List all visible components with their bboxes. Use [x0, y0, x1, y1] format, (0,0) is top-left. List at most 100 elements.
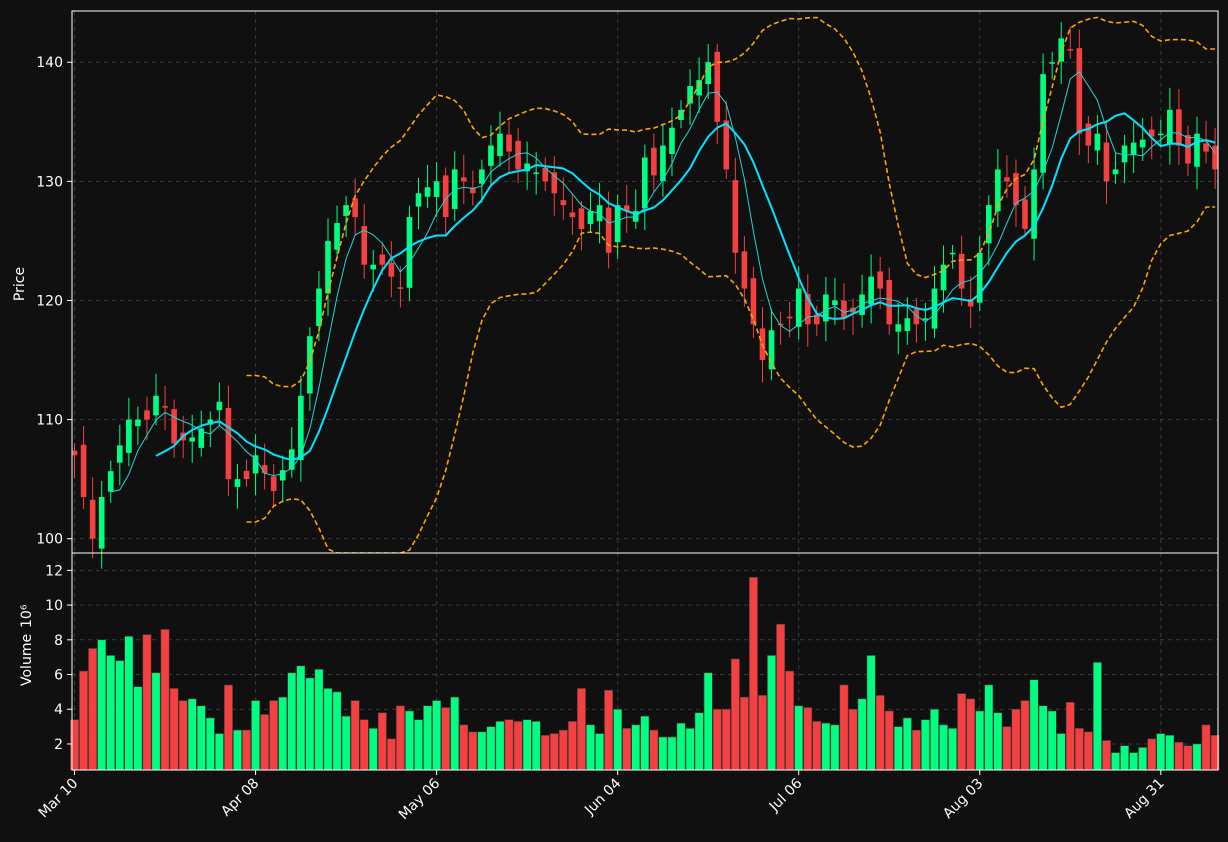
- price-axis-label: Price: [12, 267, 28, 301]
- candle-body: [89, 499, 96, 539]
- volume-bar: [169, 688, 179, 771]
- volume-bar: [278, 696, 288, 771]
- candle-body: [614, 205, 621, 243]
- volume-unit-label: 10⁶: [19, 604, 35, 628]
- volume-tick-label: 8: [54, 633, 63, 649]
- candle-body: [1094, 133, 1101, 151]
- volume-bar: [1020, 700, 1030, 771]
- volume-bar: [966, 698, 976, 771]
- volume-bar: [459, 724, 469, 771]
- volume-bar: [1056, 733, 1066, 771]
- volume-bar: [803, 707, 813, 771]
- candle-body: [207, 419, 214, 425]
- volume-bar: [567, 721, 577, 771]
- volume-bar: [350, 700, 360, 771]
- candle-body: [1212, 145, 1218, 170]
- candle-body: [225, 407, 232, 480]
- volume-bar: [866, 655, 876, 771]
- candle-body: [252, 455, 259, 474]
- volume-bar: [549, 733, 559, 771]
- volume-bar: [305, 677, 315, 771]
- volume-bar: [395, 705, 405, 771]
- upper-band-line: [246, 16, 1216, 388]
- candle-body: [270, 476, 277, 492]
- candle-body: [116, 445, 123, 463]
- candle-body: [750, 278, 757, 325]
- volume-bar: [151, 672, 161, 771]
- volume-bar: [106, 655, 116, 771]
- candle-body: [904, 318, 911, 332]
- candle-body: [144, 410, 150, 420]
- volume-bar: [1011, 708, 1021, 771]
- volume-bar: [721, 708, 731, 771]
- candle-body: [823, 294, 829, 322]
- candle-body: [1103, 142, 1110, 182]
- volume-bar: [939, 724, 949, 771]
- candle-body: [424, 187, 431, 197]
- candle-body: [316, 288, 322, 327]
- volume-bar: [386, 738, 396, 771]
- candle-body: [433, 181, 440, 197]
- candle-body: [678, 109, 684, 121]
- volume-bar: [984, 684, 994, 771]
- candle-body: [379, 254, 386, 265]
- candle-body: [1049, 62, 1055, 64]
- volume-bar: [115, 660, 125, 771]
- candle-body: [895, 324, 902, 332]
- candle-body: [1139, 139, 1146, 148]
- candle-body: [605, 207, 612, 253]
- volume-bar: [975, 710, 985, 771]
- volume-bar: [124, 636, 134, 771]
- volume-bar: [957, 693, 967, 771]
- candle-body: [705, 62, 711, 85]
- candle-body: [832, 300, 838, 306]
- volume-bar: [214, 733, 224, 771]
- volume-bar: [1002, 726, 1012, 771]
- volume-bar: [450, 696, 460, 771]
- candle-body: [189, 437, 196, 442]
- price-tick-label: 120: [36, 293, 63, 309]
- candle-body: [1004, 177, 1010, 182]
- volume-bar: [1065, 701, 1075, 771]
- candle-body: [524, 163, 530, 172]
- volume-bar: [622, 728, 632, 771]
- price-tick-label: 140: [36, 55, 63, 71]
- candle-body: [696, 80, 702, 96]
- volume-bar: [839, 684, 849, 771]
- volume-bar: [296, 665, 306, 771]
- volume-bar: [1074, 728, 1084, 771]
- volume-bar: [1083, 731, 1093, 771]
- volume-bar: [776, 623, 786, 771]
- volume-tick-label: 12: [45, 563, 63, 579]
- volume-bar: [658, 736, 668, 771]
- candle-body: [515, 140, 521, 170]
- volume-bar: [1147, 738, 1157, 771]
- volume-bar: [79, 670, 89, 771]
- candle-body: [542, 167, 549, 182]
- candle-body: [162, 406, 168, 408]
- candle-body: [985, 205, 992, 244]
- volume-bar: [269, 700, 279, 771]
- candle-body: [415, 193, 422, 207]
- volume-bar: [341, 715, 351, 771]
- candle-body: [1176, 109, 1182, 146]
- candle-body: [804, 293, 811, 325]
- candle-body: [859, 294, 865, 315]
- volume-bar: [142, 634, 152, 771]
- volume-bar: [712, 708, 722, 771]
- volume-bar: [486, 726, 496, 771]
- volume-bar: [812, 721, 822, 771]
- candle-body: [1013, 173, 1019, 206]
- volume-bar: [576, 688, 586, 771]
- volume-bar: [377, 712, 387, 771]
- candle-body: [533, 172, 539, 174]
- candle-body: [1130, 142, 1137, 155]
- candle-body: [687, 86, 693, 104]
- volume-bar: [260, 714, 270, 771]
- volume-bar: [223, 684, 233, 771]
- candle-body: [958, 253, 965, 289]
- volume-bar: [667, 736, 677, 771]
- candle-body: [877, 271, 883, 289]
- volume-bar: [314, 669, 324, 771]
- volume-bar: [287, 672, 297, 771]
